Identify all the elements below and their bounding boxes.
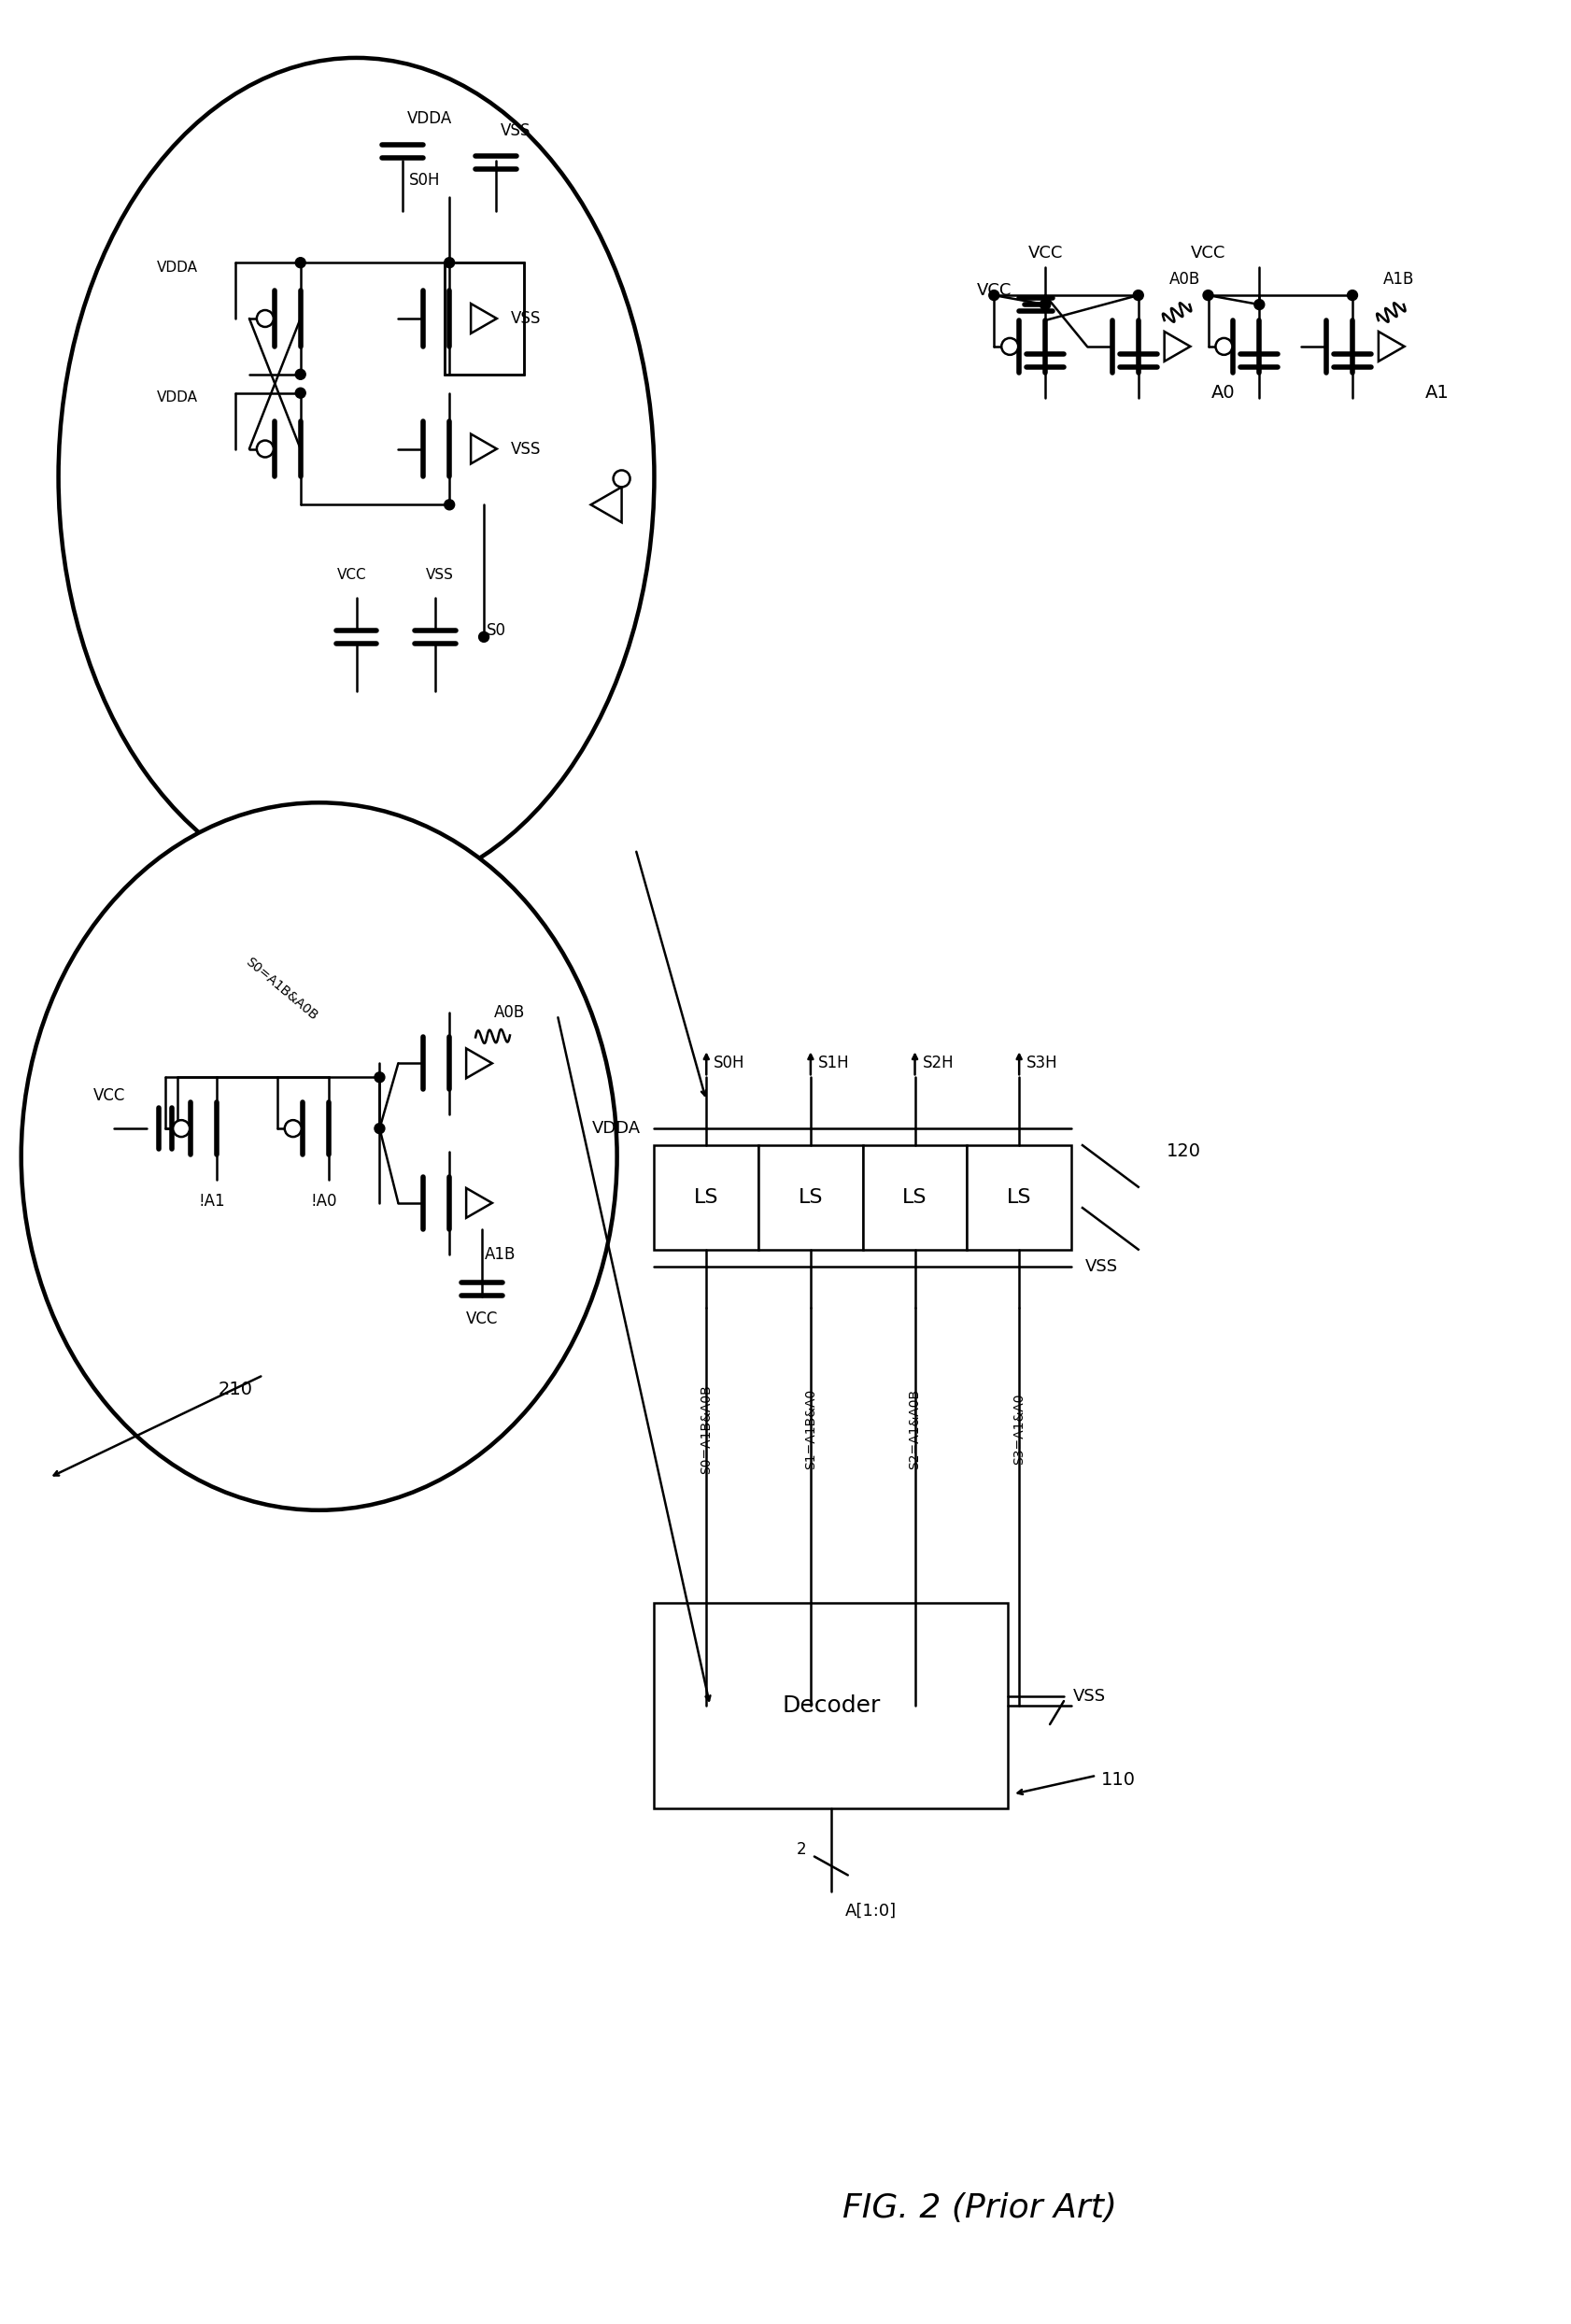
Text: VCC: VCC [336, 567, 366, 581]
Circle shape [988, 290, 999, 300]
Text: VCC: VCC [467, 1311, 498, 1327]
Circle shape [1040, 300, 1051, 309]
Text: VSS: VSS [511, 442, 540, 458]
Circle shape [1040, 300, 1051, 309]
Circle shape [284, 1120, 302, 1136]
Circle shape [1001, 337, 1018, 356]
Bar [654, 1604, 1009, 1808]
Circle shape [445, 500, 454, 509]
Ellipse shape [58, 58, 654, 895]
Text: A0B: A0B [1169, 272, 1200, 288]
Text: VCC: VCC [1027, 244, 1062, 263]
Circle shape [1348, 290, 1357, 300]
Text: LS: LS [1007, 1188, 1032, 1206]
Polygon shape [467, 1048, 492, 1078]
Text: 210: 210 [218, 1380, 253, 1399]
Circle shape [1254, 300, 1265, 309]
Circle shape [613, 469, 630, 488]
Text: A[1:0]: A[1:0] [845, 1901, 897, 1920]
Circle shape [479, 632, 489, 641]
Text: VSS: VSS [501, 123, 531, 139]
Text: A0: A0 [1211, 383, 1235, 402]
Circle shape [445, 258, 454, 267]
Bar [445, 263, 523, 374]
Polygon shape [471, 435, 496, 465]
Text: 120: 120 [1166, 1141, 1200, 1160]
Text: !A0: !A0 [311, 1192, 338, 1208]
Bar [968, 1146, 1071, 1250]
Circle shape [256, 309, 273, 328]
Text: VDDA: VDDA [407, 109, 452, 128]
Text: A1: A1 [1425, 383, 1448, 402]
Text: !A1: !A1 [198, 1192, 225, 1208]
Text: S3=A1&A0: S3=A1&A0 [1013, 1394, 1026, 1464]
Text: VCC: VCC [977, 281, 1012, 300]
Text: VSS: VSS [426, 567, 454, 581]
Text: S0=A1B&A0B: S0=A1B&A0B [244, 955, 320, 1023]
Text: S1H: S1H [818, 1055, 850, 1071]
Circle shape [256, 442, 273, 458]
Polygon shape [471, 304, 496, 332]
Bar [654, 1146, 759, 1250]
Text: Decoder: Decoder [782, 1694, 880, 1717]
Text: A0B: A0B [495, 1004, 525, 1020]
Circle shape [374, 1122, 385, 1134]
Text: S0H: S0H [713, 1055, 745, 1071]
Text: S3H: S3H [1026, 1055, 1057, 1071]
Text: S1=A1B&A0: S1=A1B&A0 [804, 1390, 817, 1469]
Text: 2: 2 [796, 1841, 806, 1857]
Polygon shape [1164, 332, 1191, 360]
Bar [862, 1146, 968, 1250]
Text: VDDA: VDDA [592, 1120, 641, 1136]
Circle shape [1216, 337, 1232, 356]
Circle shape [295, 370, 306, 379]
Circle shape [295, 388, 306, 397]
Text: VSS: VSS [1073, 1687, 1106, 1706]
Text: S2H: S2H [922, 1055, 954, 1071]
Text: VCC: VCC [1191, 244, 1225, 263]
Text: FIG. 2 (Prior Art): FIG. 2 (Prior Art) [842, 2192, 1117, 2224]
Polygon shape [467, 1188, 492, 1218]
Text: A1B: A1B [1384, 272, 1414, 288]
Text: S0=A1B&A0B: S0=A1B&A0B [699, 1385, 713, 1473]
Text: S2=A1&A0B: S2=A1&A0B [908, 1390, 922, 1469]
Bar [759, 1146, 862, 1250]
Circle shape [173, 1120, 190, 1136]
Polygon shape [591, 488, 622, 523]
Circle shape [1133, 290, 1144, 300]
Text: LS: LS [902, 1188, 927, 1206]
Text: LS: LS [798, 1188, 823, 1206]
Polygon shape [1378, 332, 1404, 360]
Circle shape [374, 1071, 385, 1083]
Circle shape [295, 258, 306, 267]
Text: VDDA: VDDA [157, 390, 198, 404]
Ellipse shape [22, 802, 617, 1511]
Text: LS: LS [694, 1188, 720, 1206]
Text: S0: S0 [487, 623, 506, 639]
Text: VCC: VCC [94, 1088, 126, 1104]
Circle shape [1203, 290, 1213, 300]
Text: S0H: S0H [408, 172, 440, 188]
Text: 110: 110 [1101, 1771, 1136, 1789]
Text: A1B: A1B [485, 1246, 517, 1262]
Text: VSS: VSS [1086, 1257, 1119, 1274]
Text: VDDA: VDDA [157, 260, 198, 274]
Text: VSS: VSS [511, 309, 540, 328]
